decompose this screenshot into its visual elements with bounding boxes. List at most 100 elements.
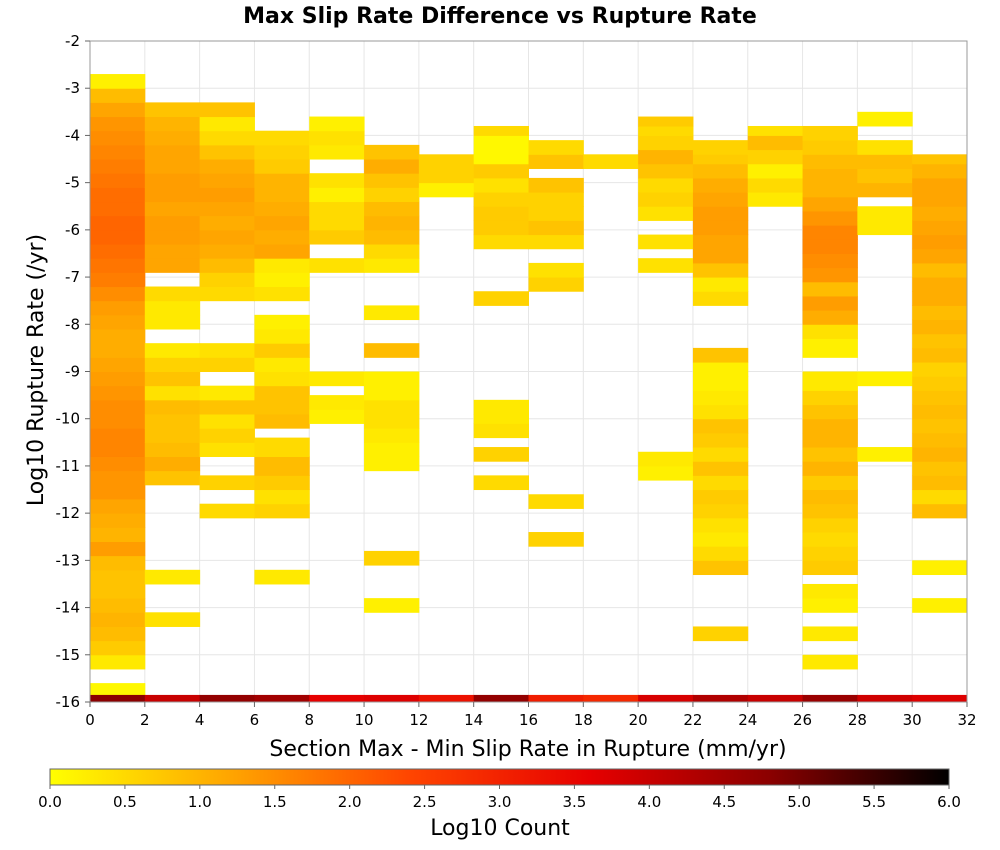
x-tick-label: 8 xyxy=(304,711,314,729)
colorbar-tick-label: 5.0 xyxy=(787,793,811,811)
heatmap-cell xyxy=(254,456,310,476)
heatmap-cell xyxy=(254,437,310,457)
heatmap-cell xyxy=(802,432,858,448)
heatmap-cell xyxy=(144,201,201,217)
heatmap-cell xyxy=(90,314,146,330)
heatmap-cell xyxy=(90,244,146,259)
heatmap-cell xyxy=(90,583,146,599)
heatmap-cell xyxy=(364,187,420,203)
heatmap-cell xyxy=(638,465,694,481)
heatmap-cell xyxy=(692,347,749,363)
heatmap-cell xyxy=(90,329,146,344)
heatmap-cell xyxy=(528,262,584,278)
colorbar-tick-label: 6.0 xyxy=(937,793,961,811)
heatmap-cell xyxy=(309,187,365,203)
heatmap-cell xyxy=(199,272,255,288)
heatmap-cell xyxy=(857,111,913,127)
heatmap-cell xyxy=(692,418,749,434)
x-tick-label: 18 xyxy=(574,711,593,729)
heatmap-cell xyxy=(90,513,146,528)
heatmap-cell xyxy=(857,140,913,155)
heatmap-cell xyxy=(199,413,255,429)
heatmap-cell xyxy=(144,357,201,372)
heatmap-cell xyxy=(802,546,858,561)
heatmap-cell xyxy=(90,130,146,146)
heatmap-cell xyxy=(199,201,255,217)
heatmap-cell xyxy=(912,154,968,165)
heatmap-cell xyxy=(912,291,968,306)
heatmap-cell xyxy=(254,286,310,302)
heatmap-cell xyxy=(473,291,529,306)
y-tick-label: -7 xyxy=(65,268,80,286)
heatmap-cell xyxy=(802,598,858,613)
heatmap-cell xyxy=(473,149,529,165)
heatmap-cell xyxy=(90,173,146,188)
heatmap-cell xyxy=(254,475,310,491)
heatmap-cell xyxy=(692,626,749,642)
heatmap-cell xyxy=(144,286,201,302)
heatmap-cell-baseline xyxy=(254,694,310,702)
colorbar-tick-label: 0.5 xyxy=(113,793,137,811)
heatmap-cell xyxy=(802,404,858,420)
colorbar-tick-label: 3.0 xyxy=(488,793,512,811)
heatmap-cell xyxy=(254,399,310,415)
heatmap-cell xyxy=(528,177,584,193)
heatmap-cell xyxy=(473,206,529,221)
heatmap-cell xyxy=(692,277,749,292)
heatmap-cell xyxy=(90,484,146,500)
heatmap-cell xyxy=(912,461,968,476)
heatmap-cell xyxy=(90,371,146,387)
heatmap-cell xyxy=(90,399,146,415)
heatmap-cell-baseline xyxy=(473,694,529,702)
heatmap-cell xyxy=(747,135,804,151)
x-tick-label: 20 xyxy=(629,711,648,729)
heatmap-cell xyxy=(90,385,146,401)
x-tick-label: 4 xyxy=(195,711,205,729)
heatmap-cell xyxy=(254,244,310,259)
heatmap-cell xyxy=(912,319,968,335)
heatmap-cell xyxy=(528,220,584,236)
heatmap-cell xyxy=(90,88,146,103)
x-tick-label: 6 xyxy=(250,711,260,729)
heatmap-cell xyxy=(309,130,365,146)
colorbar-tick-label: 1.0 xyxy=(188,793,212,811)
heatmap-cell xyxy=(802,310,858,325)
heatmap-cell xyxy=(912,475,968,491)
heatmap-cell xyxy=(90,258,146,273)
heatmap-cell xyxy=(802,461,858,476)
heatmap-cell xyxy=(802,168,858,184)
heatmap-cell xyxy=(528,234,584,250)
heatmap-cell xyxy=(254,569,310,585)
heatmap-cell xyxy=(144,470,201,486)
heatmap-cell xyxy=(802,532,858,547)
x-tick-label: 30 xyxy=(903,711,922,729)
heatmap-cell xyxy=(144,144,201,160)
heatmap-cell xyxy=(364,399,420,415)
heatmap-cell xyxy=(912,598,968,613)
heatmap-cell xyxy=(857,182,913,198)
heatmap-cell xyxy=(912,418,968,434)
colorbar-tick-label: 5.5 xyxy=(862,793,886,811)
heatmap-cell xyxy=(144,300,201,316)
heatmap-cell xyxy=(583,154,639,169)
heatmap-cell xyxy=(90,74,146,89)
heatmap-cell xyxy=(638,234,694,250)
heatmap-cell xyxy=(912,432,968,448)
heatmap-cell-baseline xyxy=(583,694,639,702)
colorbar xyxy=(49,768,950,786)
heatmap-cell-baseline xyxy=(747,694,804,702)
heatmap-cell xyxy=(199,385,255,401)
heatmap-cell xyxy=(747,163,804,179)
heatmap-cell xyxy=(144,159,201,174)
heatmap-cell xyxy=(692,404,749,420)
heatmap-cell xyxy=(638,451,694,467)
heatmap-cell xyxy=(692,560,749,576)
heatmap-cell xyxy=(802,154,858,169)
heatmap-cell xyxy=(309,409,365,424)
heatmap-cell xyxy=(364,371,420,387)
heatmap-cell xyxy=(199,442,255,457)
heatmap-cell xyxy=(254,130,310,146)
y-tick-label: -2 xyxy=(65,32,80,50)
heatmap-cell xyxy=(254,159,310,174)
